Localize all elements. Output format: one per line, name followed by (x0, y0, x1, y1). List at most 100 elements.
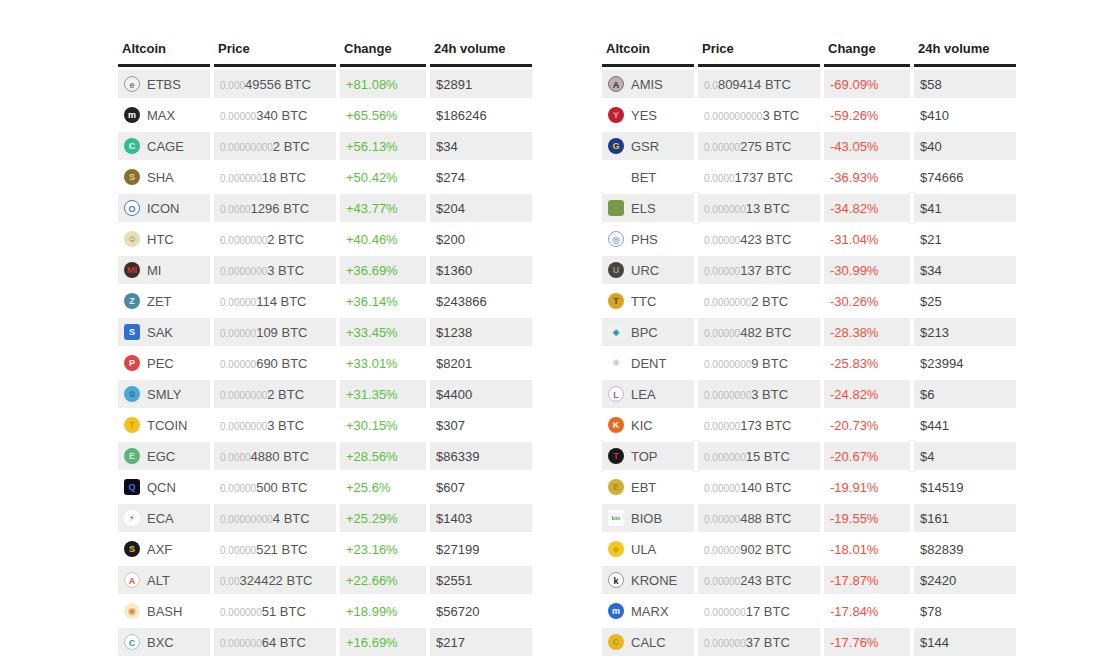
coin-name[interactable]: BET (631, 170, 656, 185)
coin-cell: P PEC (118, 349, 210, 377)
volume-24h: $161 (914, 504, 1016, 532)
coin-name[interactable]: BPC (631, 325, 658, 340)
coin-name[interactable]: MI (147, 263, 161, 278)
coin-name[interactable]: SAK (147, 325, 173, 340)
pec-coin-icon: P (124, 355, 140, 371)
price-significant-digits: 51 BTC (262, 604, 306, 619)
table-row: YYES0.0000000003 BTC-59.26%$410 (602, 101, 1016, 129)
volume-24h: $74666 (914, 163, 1016, 191)
coin-name[interactable]: KRONE (631, 573, 677, 588)
change-percent: +33.45% (340, 318, 426, 346)
change-percent: +31.35% (340, 380, 426, 408)
coin-name[interactable]: GSR (631, 139, 659, 154)
change-percent: +25.29% (340, 504, 426, 532)
coin-name[interactable]: BIOB (631, 511, 662, 526)
coin-name[interactable]: ICON (147, 201, 180, 216)
coin-name[interactable]: PEC (147, 356, 174, 371)
coin-name[interactable]: YES (631, 108, 657, 123)
price-cell: 0.00049556 BTC (214, 70, 336, 98)
lea-coin-icon: L (608, 386, 624, 402)
price-significant-digits: 2 BTC (267, 387, 304, 402)
price-significant-digits: 521 BTC (256, 542, 307, 557)
coin-cell: Y YES (602, 101, 694, 129)
column-header-24h-volume: 24h volume (914, 37, 1016, 67)
coin-cell: ☺HTC (118, 225, 210, 253)
change-percent: -17.87% (824, 566, 910, 594)
price-significant-digits: 2 BTC (751, 294, 788, 309)
volume-24h: $86339 (430, 442, 532, 470)
volume-24h: $41 (914, 194, 1016, 222)
change-percent: -30.99% (824, 256, 910, 284)
coin-name[interactable]: MAX (147, 108, 175, 123)
coin-cell: SAXF (118, 535, 210, 563)
sak-coin-icon: S (124, 324, 140, 340)
coin-name[interactable]: BASH (147, 604, 182, 619)
coin-cell: S SAK (118, 318, 210, 346)
price-leading-zeros: 0.0000000 (704, 359, 751, 370)
coin-name[interactable]: PHS (631, 232, 658, 247)
coin-name[interactable]: LEA (631, 387, 656, 402)
gainers-table-section: AltcoinPriceChange24h volumeeETBS0.00049… (114, 34, 536, 659)
coin-name[interactable]: ELS (631, 201, 656, 216)
price-significant-digits: 140 BTC (740, 480, 791, 495)
volume-24h: $2420 (914, 566, 1016, 594)
coin-name[interactable]: ALT (147, 573, 170, 588)
ttc-coin-icon: T (608, 293, 624, 309)
price-cell: 0.00001296 BTC (214, 194, 336, 222)
coin-name[interactable]: SMLY (147, 387, 181, 402)
volume-24h: $21 (914, 225, 1016, 253)
table-row: eETBS0.00049556 BTC+81.08%$2891 (118, 70, 532, 98)
coin-name[interactable]: SHA (147, 170, 174, 185)
coin-name[interactable]: URC (631, 263, 659, 278)
coin-cell: QQCN (118, 473, 210, 501)
price-significant-digits: 902 BTC (740, 542, 791, 557)
volume-24h: $607 (430, 473, 532, 501)
volume-24h: $40 (914, 132, 1016, 160)
change-percent: -19.55% (824, 504, 910, 532)
price-significant-digits: 500 BTC (256, 480, 307, 495)
price-leading-zeros: 0.0 (704, 80, 718, 91)
price-cell: 0.00000051 BTC (214, 597, 336, 625)
coin-name[interactable]: ECA (147, 511, 174, 526)
coin-cell: AAMIS (602, 70, 694, 98)
gainers-table: AltcoinPriceChange24h volumeeETBS0.00049… (114, 34, 536, 659)
price-cell: 0.00000114 BTC (214, 287, 336, 315)
coin-name[interactable]: QCN (147, 480, 176, 495)
table-row: GGSR0.00000275 BTC-43.05%$40 (602, 132, 1016, 160)
coin-name[interactable]: TOP (631, 449, 658, 464)
coin-name[interactable]: HTC (147, 232, 174, 247)
coin-name[interactable]: TTC (631, 294, 656, 309)
coin-name[interactable]: ZET (147, 294, 172, 309)
coin-name[interactable]: MARX (631, 604, 669, 619)
coin-name[interactable]: CALC (631, 635, 666, 650)
coin-cell: T TTC (602, 287, 694, 315)
bxc-coin-icon: C (124, 634, 140, 650)
price-leading-zeros: 0.0000000 (220, 266, 267, 277)
change-percent: +36.69% (340, 256, 426, 284)
table-row: kKRONE0.00000243 BTC-17.87%$2420 (602, 566, 1016, 594)
krone-coin-icon: k (608, 572, 624, 588)
coin-name[interactable]: EGC (147, 449, 175, 464)
table-row: ◎PHS0.00000423 BTC-31.04%$21 (602, 225, 1016, 253)
price-significant-digits: 9 BTC (751, 356, 788, 371)
coin-name[interactable]: TCOIN (147, 418, 187, 433)
coin-name[interactable]: KIC (631, 418, 653, 433)
price-significant-digits: 1296 BTC (251, 201, 310, 216)
coin-name[interactable]: CAGE (147, 139, 184, 154)
price-leading-zeros: 0.00000 (704, 514, 740, 525)
table-row: SSAK0.00000109 BTC+33.45%$1238 (118, 318, 532, 346)
coin-name[interactable]: EBT (631, 480, 656, 495)
coin-cell: mMARX (602, 597, 694, 625)
coin-name[interactable]: AMIS (631, 77, 663, 92)
coin-name[interactable]: BXC (147, 635, 174, 650)
coin-name[interactable]: ETBS (147, 77, 181, 92)
coin-name[interactable]: DENT (631, 356, 666, 371)
coin-name[interactable]: ULA (631, 542, 656, 557)
price-significant-digits: 13 BTC (746, 201, 790, 216)
coin-cell: ZZET (118, 287, 210, 315)
yes-coin-icon: Y (608, 107, 624, 123)
price-leading-zeros: 0.00000 (220, 297, 256, 308)
coin-name[interactable]: AXF (147, 542, 172, 557)
losers-table: AltcoinPriceChange24h volumeAAMIS0.08094… (598, 34, 1020, 659)
price-leading-zeros: 0.000 (220, 80, 245, 91)
